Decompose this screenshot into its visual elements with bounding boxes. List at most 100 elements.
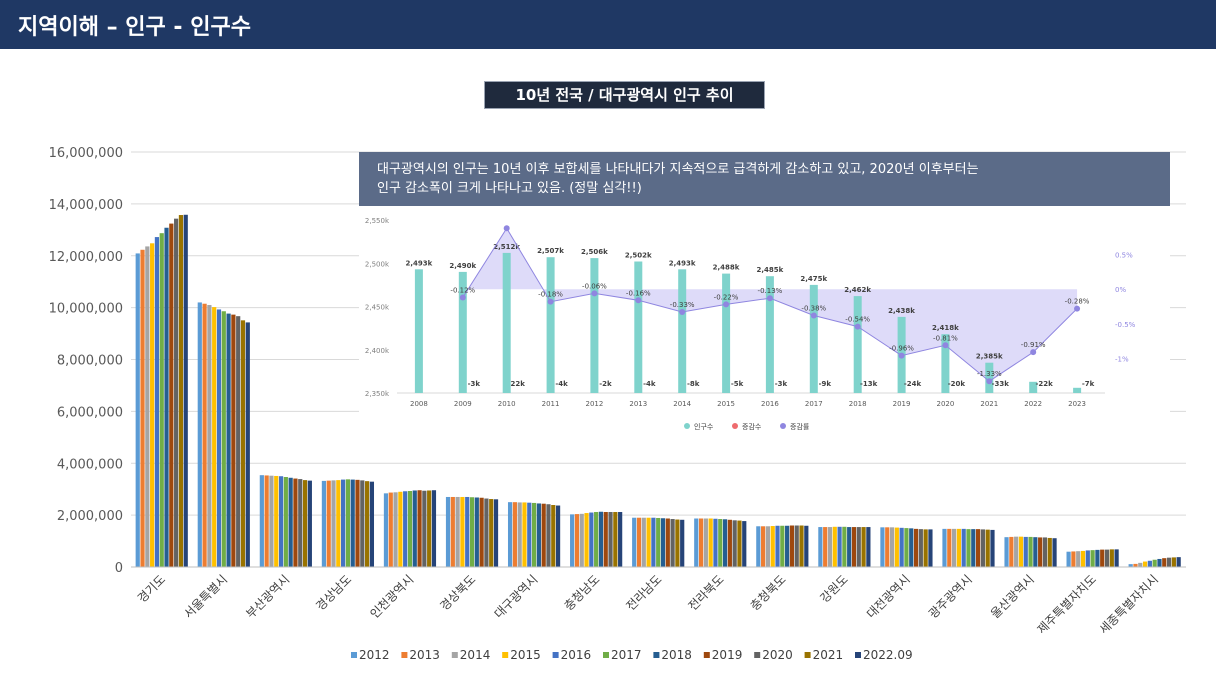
bar <box>527 502 532 567</box>
bar <box>455 496 460 567</box>
legend-swatch <box>552 652 559 658</box>
inset-legend-marker <box>780 423 786 429</box>
bar <box>221 311 226 567</box>
bar <box>1038 537 1043 567</box>
bar <box>928 529 933 567</box>
bar <box>646 517 651 567</box>
bar <box>823 527 828 567</box>
x-tick-label: 전라남도 <box>623 572 664 613</box>
bar <box>975 529 981 567</box>
bar <box>598 511 604 567</box>
rate-label: -1.33% <box>977 370 1002 378</box>
bar <box>226 313 231 567</box>
delta-label: -13k <box>860 380 878 388</box>
bar <box>956 528 961 567</box>
bar <box>427 490 432 567</box>
delta-label: -20k <box>948 380 966 388</box>
bar <box>613 512 618 567</box>
bar <box>360 480 365 567</box>
bar <box>135 253 140 568</box>
bar <box>417 490 422 567</box>
bar <box>947 528 952 567</box>
bar <box>804 525 809 567</box>
bar <box>785 525 790 567</box>
rate-marker <box>679 309 686 316</box>
bar <box>1100 549 1105 567</box>
x-tick-label: 경상북도 <box>437 572 478 613</box>
bar <box>899 527 904 567</box>
legend-swatch <box>401 652 408 658</box>
population-label: 2,485k <box>757 266 784 274</box>
legend-swatch <box>754 652 761 658</box>
bar <box>574 514 580 567</box>
bar <box>942 528 947 567</box>
bar <box>465 496 470 567</box>
bar <box>579 513 584 567</box>
bar <box>1133 563 1138 567</box>
x-tick-label: 부산광역시 <box>243 572 292 621</box>
bar <box>1076 551 1081 567</box>
bar <box>1138 562 1143 567</box>
population-bar <box>1029 381 1038 393</box>
bar <box>231 314 236 567</box>
bar <box>608 512 613 567</box>
delta-label: -4k <box>643 380 656 388</box>
population-label: 2,438k <box>888 307 915 315</box>
bar <box>918 529 923 567</box>
inset-x-tick-label: 2015 <box>717 400 735 408</box>
rate-marker <box>1074 305 1081 312</box>
bar <box>837 526 842 567</box>
bar <box>407 491 413 567</box>
bar <box>1033 537 1038 567</box>
rate-label: -0.12% <box>450 287 475 295</box>
rate-label: -0.22% <box>714 293 739 301</box>
bar <box>269 475 274 567</box>
inset-legend-label: 증감수 <box>742 423 762 431</box>
rate-label: -0.91% <box>1021 341 1046 349</box>
callout-line-2: 인구 감소폭이 크게 나타나고 있음. (정말 심각!!) <box>377 181 642 196</box>
x-tick-label: 제주특별자치도 <box>1034 572 1099 637</box>
bar <box>775 525 780 567</box>
bar <box>1028 536 1033 567</box>
bar <box>150 243 155 568</box>
bar <box>517 502 522 567</box>
bar <box>737 520 742 567</box>
rate-label: -0.18% <box>538 291 563 299</box>
bar <box>904 528 909 567</box>
rate-marker <box>1030 349 1037 356</box>
population-label: 2,493k <box>669 259 696 267</box>
bar <box>512 502 517 567</box>
bar <box>493 499 499 567</box>
x-tick-label: 경기도 <box>135 572 168 605</box>
rate-marker <box>503 225 510 232</box>
delta-label: -7k <box>1082 380 1095 388</box>
bar <box>1109 549 1114 567</box>
rate-marker <box>591 290 598 297</box>
bar <box>1166 557 1172 567</box>
bar <box>1042 537 1048 567</box>
legend-label: 2015 <box>510 648 541 662</box>
bar <box>541 503 546 567</box>
bar <box>236 316 241 567</box>
bar <box>799 525 804 567</box>
bar <box>1157 558 1162 567</box>
bar <box>1152 559 1157 567</box>
population-label: 2,418k <box>932 324 959 332</box>
population-label: 2,490k <box>449 262 476 270</box>
bar <box>584 513 589 567</box>
legend-label: 2021 <box>813 648 844 662</box>
slide-title: 10년 전국 / 대구광역시 인구 추이 <box>484 81 765 109</box>
delta-label: -24k <box>904 380 922 388</box>
inset-x-tick-label: 2017 <box>805 400 823 408</box>
bar <box>742 521 747 567</box>
bar <box>274 475 279 567</box>
bar <box>264 475 269 567</box>
bar <box>307 480 312 567</box>
bar <box>293 478 298 567</box>
bar <box>197 302 202 567</box>
delta-label: -4k <box>555 380 568 388</box>
bar <box>469 497 475 567</box>
bar <box>178 215 184 567</box>
bar <box>321 480 327 567</box>
rate-label: -0.06% <box>582 282 607 290</box>
